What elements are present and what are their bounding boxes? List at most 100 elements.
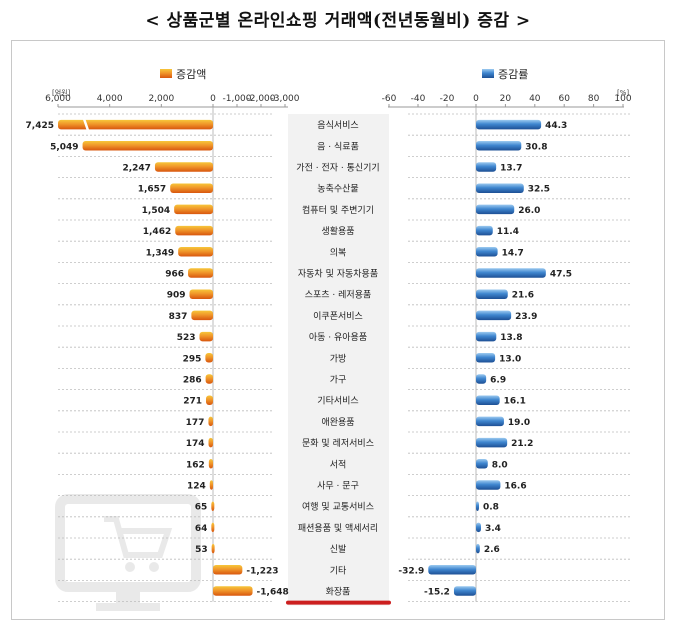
monitor-base [96,603,160,611]
legend-label-amount: 증감액 [176,68,206,81]
amount-value-label: 177 [186,418,205,428]
legend-label-rate: 증감률 [498,68,528,81]
rate-value-label: 19.0 [508,418,530,428]
cart-wheel [125,562,135,572]
category-label: 신발 [330,544,347,555]
rate-value-label: 6.9 [490,376,506,386]
amount-value-label: 966 [165,270,184,280]
amount-bar [205,374,213,384]
rate-bar [476,183,524,193]
amount-value-label: 53 [195,545,208,555]
amount-bar [211,522,215,533]
page-title: < 상품군별 온라인쇼핑 거래액(전년동월비) 증감 > [145,11,531,31]
rate-value-label: 21.6 [512,291,534,301]
rate-bar [476,310,512,321]
category-label: 화장품 [326,587,351,598]
amount-value-label: 124 [187,482,206,492]
amount-value-label: 271 [183,397,202,407]
rate-bar [476,437,508,448]
rate-value-label: 32.5 [528,185,550,195]
amount-bar [208,416,213,427]
amount-bar [174,204,213,215]
rate-bar [476,247,498,257]
rate-bar [476,141,522,151]
category-label: 음식서비스 [317,120,358,131]
category-label: 가전 · 전자 · 통신기기 [296,163,379,174]
rate-tick-label: -40 [411,94,426,104]
rate-tick-label: 80 [588,94,600,104]
amount-bar [205,353,213,363]
monitor-frame [55,494,201,592]
category-label: 기타 [330,565,347,576]
amount-value-label: 909 [167,291,186,301]
amount-value-label: 837 [169,312,188,322]
amount-value-label: -1,223 [246,566,278,576]
rate-bar [476,353,496,363]
category-label: 서적 [330,458,347,470]
rate-value-label: 44.3 [545,121,567,131]
rate-value-label: 13.7 [500,164,522,174]
category-label: 생활용품 [321,225,354,237]
amount-value-label: 65 [195,503,208,513]
amount-bar [170,183,213,193]
cart-shape [104,516,173,558]
category-label: 문화 및 레저서비스 [302,437,374,449]
amount-bar [178,247,213,257]
rate-value-label: 14.7 [502,248,524,258]
amount-tick-label: -1,000 [222,94,251,104]
rate-tick-label: 0 [473,94,479,104]
amount-bar [191,310,213,321]
rate-bar [453,586,476,596]
rate-bar [476,204,515,215]
amount-bar [188,268,213,278]
rate-tick-label: 60 [558,94,570,104]
rate-value-label: 16.1 [504,397,526,407]
amount-value-label: 1,657 [138,185,166,195]
rate-value-label: 30.8 [525,142,547,152]
amount-bar [58,119,213,130]
amount-tick-label: 2,000 [148,94,174,104]
rate-bar [476,225,493,236]
category-label: 아동 · 유아용품 [309,332,367,343]
category-label: 음 · 식료품 [317,141,359,152]
amount-bar [189,289,213,299]
rate-tick-label: 40 [529,94,541,104]
rate-value-label: 0.8 [483,503,499,513]
amount-tick-label: 6,000 [45,94,71,104]
category-label: 여행 및 교통서비스 [302,501,374,513]
category-label: 이쿠폰서비스 [313,311,363,322]
rate-tick-label: -20 [440,94,455,104]
amount-value-label: 7,425 [26,121,54,131]
amount-value-label: 162 [186,460,205,470]
category-panel [288,114,389,606]
category-label: 사무 · 문구 [317,481,359,492]
rate-value-label: 13.8 [500,333,522,343]
amount-bar [213,565,243,575]
rate-value-label: 23.9 [515,312,537,322]
amount-bar [82,141,213,151]
category-label: 자동차 및 자동차용품 [298,268,378,280]
rate-bar [476,395,500,405]
amount-bar [154,162,213,172]
rate-value-label: 47.5 [550,270,572,280]
amount-value-label: 64 [195,524,208,534]
rate-tick-label: 20 [500,94,512,104]
amount-value-label: 1,349 [146,248,174,258]
cart-wheel [149,562,159,572]
category-label: 컴퓨터 및 주변기기 [302,204,374,216]
amount-bar [175,225,213,236]
rate-bar [428,565,476,575]
monitor-cart-icon [55,494,201,611]
chart-svg: 증감액 증감률 [억원] [%] 6,000 4,000 2,000 0 -1,000-2,00… [26,68,632,611]
legend-swatch-amount [160,69,172,78]
rate-tick-label: 100 [614,94,631,104]
rate-value-label: 3.4 [485,524,501,534]
amount-value-label: -1,648 [257,588,289,598]
amount-value-label: 174 [186,439,205,449]
rate-bar [476,119,542,130]
amount-tick-label: -3,000 [270,94,299,104]
rate-bar [476,459,488,469]
rate-value-label: 13.0 [499,354,521,364]
category-label: 기타서비스 [317,396,358,407]
rate-bar [476,162,497,172]
